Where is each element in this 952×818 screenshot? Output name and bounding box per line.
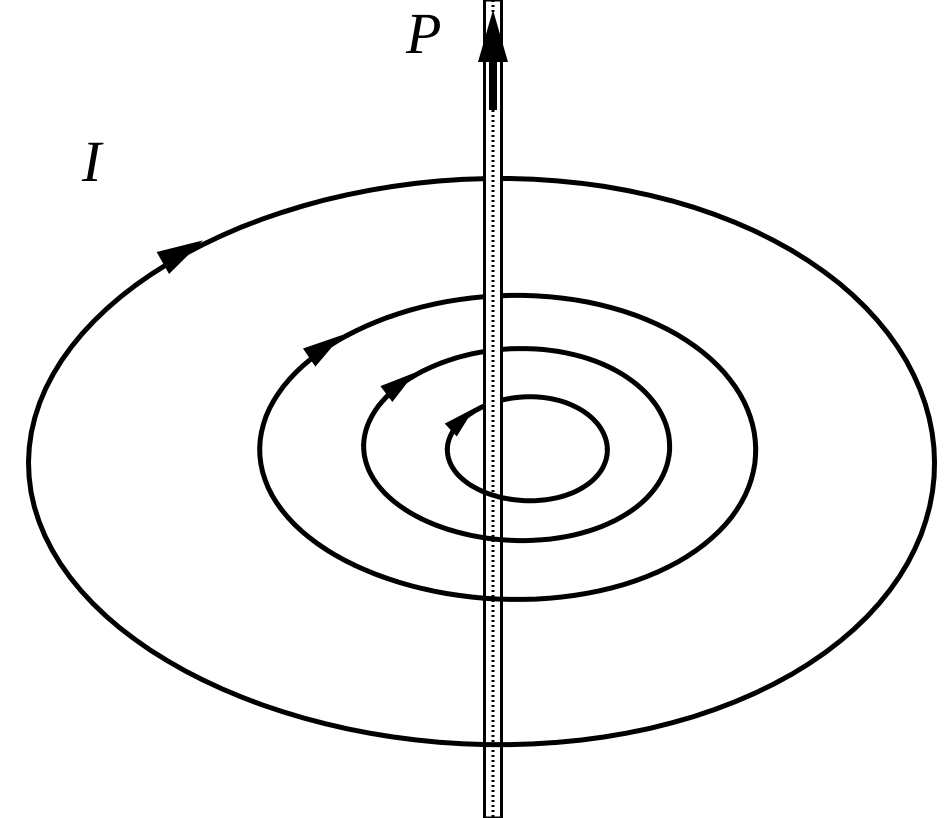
label-I: I [82, 128, 101, 195]
field-loop-front [364, 445, 670, 541]
diagram-root: P I [0, 0, 952, 818]
magnetic-field-diagram [0, 0, 952, 818]
label-P: P [406, 0, 441, 67]
field-loop-back [260, 295, 756, 448]
current-arrow-shaft [489, 55, 497, 110]
field-loop-front [260, 448, 756, 599]
field-loop-arrowhead [445, 408, 474, 436]
field-loop-front [447, 449, 607, 501]
field-loop-front [29, 462, 935, 745]
field-loop-back [447, 397, 607, 449]
current-arrow-head [478, 10, 508, 62]
field-loop-back [29, 179, 935, 463]
